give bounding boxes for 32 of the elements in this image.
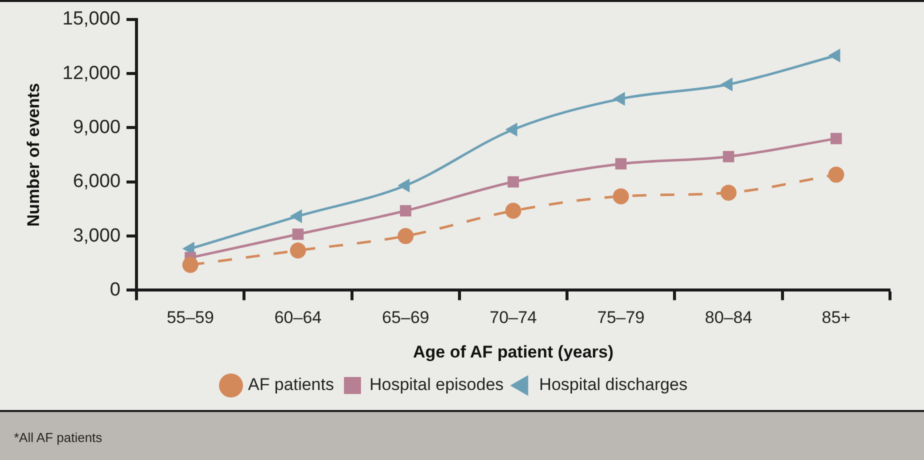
y-tick-label: 0 xyxy=(110,279,121,300)
legend-label: Hospital episodes xyxy=(369,375,504,394)
point xyxy=(720,184,737,201)
y-tick-label: 9,000 xyxy=(72,116,121,138)
y-tick-label: 15,000 xyxy=(62,8,121,30)
point xyxy=(508,176,519,188)
x-axis-title: Age of AF patient (years) xyxy=(412,342,614,362)
legend-label: Hospital discharges xyxy=(539,375,688,394)
point xyxy=(292,228,304,240)
point xyxy=(615,158,627,170)
point xyxy=(828,166,844,183)
x-tick-label: 80–84 xyxy=(704,308,752,328)
x-tick-label: 75–79 xyxy=(597,308,645,328)
x-tick-label: 70–74 xyxy=(490,308,537,328)
point xyxy=(182,256,198,273)
point xyxy=(398,228,414,244)
x-tick-label: 60–64 xyxy=(274,308,322,328)
y-tick-label: 3,000 xyxy=(72,225,121,246)
point xyxy=(722,150,734,162)
point xyxy=(612,188,629,204)
point xyxy=(830,132,842,144)
legend-label: AF patients xyxy=(248,375,334,394)
y-axis-title: Number of events xyxy=(24,83,43,227)
point xyxy=(290,242,306,258)
y-tick-label: 6,000 xyxy=(72,171,121,192)
point xyxy=(505,202,522,219)
text: *All AF patients xyxy=(0,410,924,460)
x-tick-label: 85+ xyxy=(822,308,851,328)
y-tick-label: 12,000 xyxy=(62,62,121,84)
point xyxy=(400,205,412,216)
x-tick-label: 65–69 xyxy=(382,308,430,328)
x-tick-label: 55–59 xyxy=(166,308,214,328)
